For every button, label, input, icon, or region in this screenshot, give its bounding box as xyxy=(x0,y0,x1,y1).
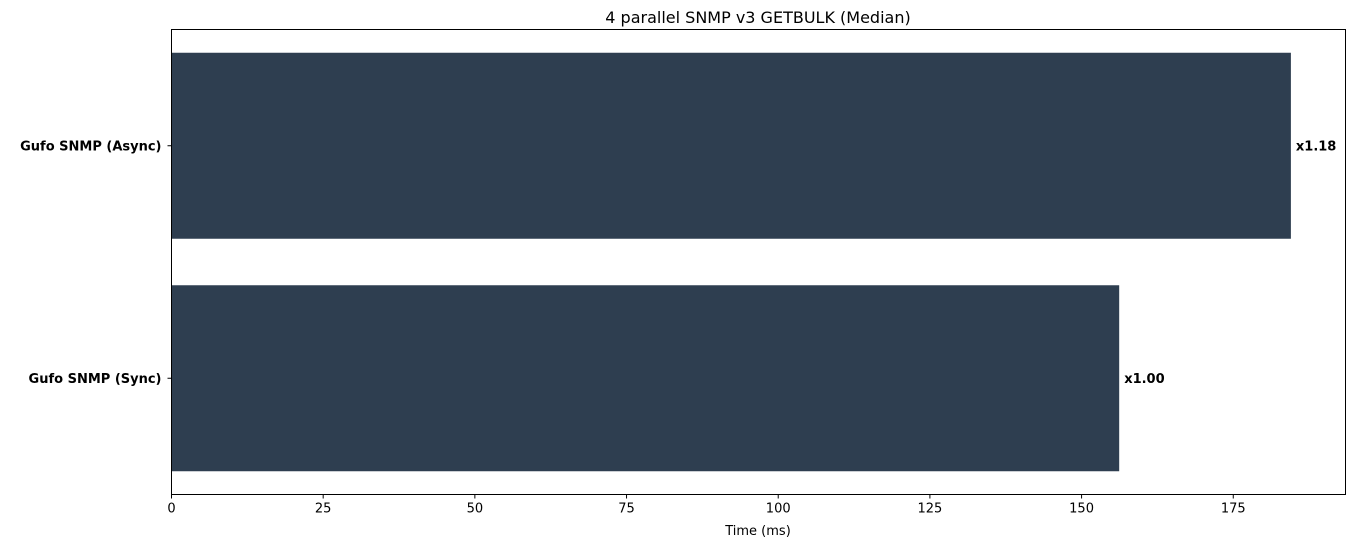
bar-1 xyxy=(171,285,1120,472)
y-category-label-0: Gufo SNMP (Async) xyxy=(20,139,161,154)
x-tick-label-0: 0 xyxy=(167,502,175,517)
x-tick-label-7: 175 xyxy=(1221,502,1246,517)
y-category-label-1: Gufo SNMP (Sync) xyxy=(29,372,162,387)
chart-title: 4 parallel SNMP v3 GETBULK (Median) xyxy=(605,8,910,27)
data-label-1: x1.00 xyxy=(1124,372,1164,387)
bars-group: x1.18 x1.00 xyxy=(171,52,1336,472)
x-tick-label-2: 50 xyxy=(467,502,484,517)
x-tick-label-4: 100 xyxy=(766,502,791,517)
bar-0 xyxy=(171,52,1291,239)
plot-frame xyxy=(171,29,1346,495)
x-tick-label-1: 25 xyxy=(315,502,332,517)
y-categories-group: Gufo SNMP (Async) Gufo SNMP (Sync) xyxy=(20,139,172,387)
x-tick-label-6: 150 xyxy=(1069,502,1094,517)
data-label-0: x1.18 xyxy=(1296,139,1336,154)
x-ticks-group: 0 25 50 75 100 125 150 175 xyxy=(167,494,1246,517)
x-axis-label: Time (ms) xyxy=(724,524,791,539)
x-tick-label-5: 125 xyxy=(917,502,942,517)
x-tick-label-3: 75 xyxy=(618,502,635,517)
